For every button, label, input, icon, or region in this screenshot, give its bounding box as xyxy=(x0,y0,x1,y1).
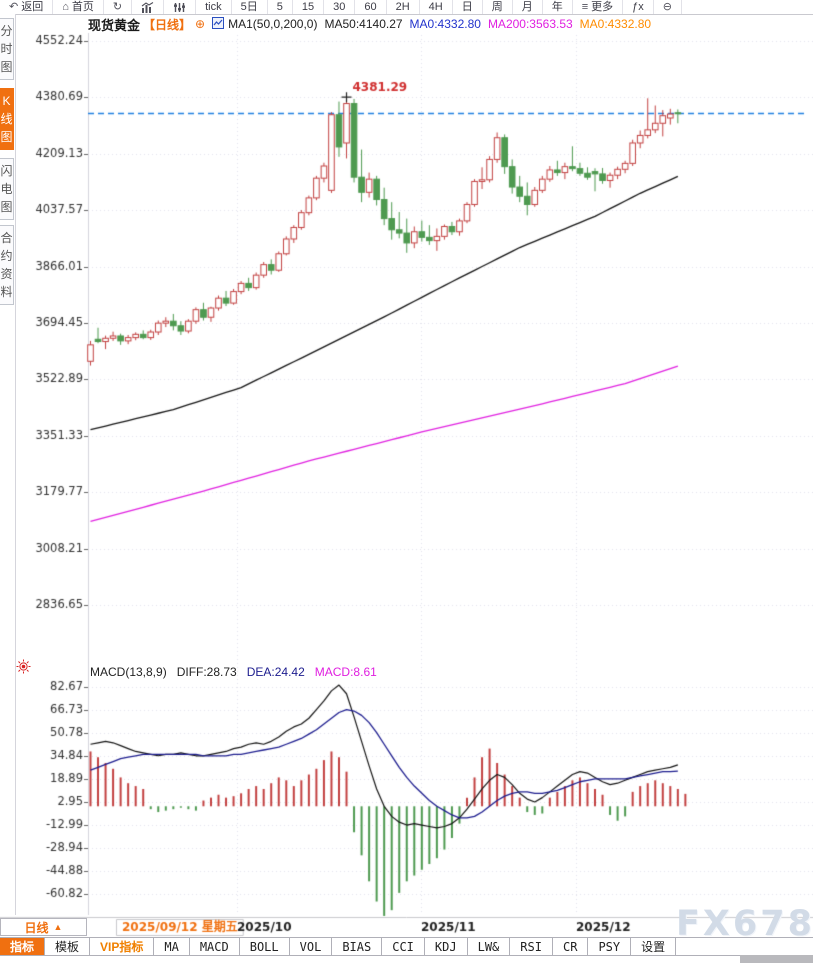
indicator-tab-kdj[interactable]: KDJ xyxy=(425,938,468,955)
chart-legend-row: 现货黄金 【日线】 ⊕ MA1(50,0,200,0) MA50:4140.27 M… xyxy=(88,16,652,33)
toolbar-label-month: 月 xyxy=(521,0,533,13)
more-icon: ≡ xyxy=(581,0,589,13)
indicator-tab-[interactable]: 模板 xyxy=(45,938,91,955)
indicator-tab-boll[interactable]: BOLL xyxy=(240,938,290,955)
horizontal-scrollbar-thumb[interactable] xyxy=(740,955,813,963)
ma200-value: MA200:3563.53 xyxy=(487,17,573,31)
toolbar-button-chart-type[interactable] xyxy=(132,0,165,14)
sidebar-tab-2[interactable]: K线图 xyxy=(0,88,14,150)
toolbar-label-30m: 30 xyxy=(333,0,346,13)
period-up-arrow-icon: ▲ xyxy=(53,922,63,932)
toolbar-label-home: 首页 xyxy=(71,0,94,13)
ma0-blue-value: MA0:4332.80 xyxy=(409,17,481,31)
toolbar-button-2h[interactable]: 2H xyxy=(387,0,420,14)
bar-chart-icon xyxy=(141,1,154,13)
indicator-tab-cr[interactable]: CR xyxy=(553,938,589,955)
toolbar-label-day: 日 xyxy=(461,0,473,13)
macd-legend-row: MACD(13,8,9) DIFF:28.73 DEA:24.42 MACD:8… xyxy=(90,665,377,679)
toolbar-label-week: 周 xyxy=(491,0,503,13)
indicator-tab-vip[interactable]: VIP指标 xyxy=(90,938,155,955)
sidebar-tab-3[interactable]: 闪电图 xyxy=(0,158,14,220)
toolbar-button-60m[interactable]: 60 xyxy=(355,0,387,14)
toolbar-button-month[interactable]: 月 xyxy=(513,0,543,14)
toolbar-button-week[interactable]: 周 xyxy=(483,0,513,14)
toolbar-button-refresh[interactable]: ↻ xyxy=(104,0,133,14)
toolbar-label-more: 更多 xyxy=(591,0,614,13)
period-label: 日线 xyxy=(24,920,49,935)
toolbar-label-5d: 5日 xyxy=(240,0,258,13)
indicator-toolbar: 指标 模板 VIP指标 MA MACD BOLL VOL BIAS CCI KDJ LW& RSI CR… xyxy=(0,937,813,956)
toolbar-button-15m[interactable]: 15 xyxy=(293,0,325,14)
toolbar-label-15m: 15 xyxy=(301,0,315,13)
ma-settings-label: MA1(50,0,200,0) xyxy=(228,17,318,31)
refresh-icon: ↻ xyxy=(112,0,123,13)
macd-formula: MACD(13,8,9) xyxy=(90,665,167,679)
indicator-tab-psy[interactable]: PSY xyxy=(588,938,632,955)
toolbar-button-day[interactable]: 日 xyxy=(453,0,483,14)
toolbar-button-30m[interactable]: 30 xyxy=(324,0,356,14)
back-icon: ↶ xyxy=(9,0,19,13)
toolbar-label-4h: 4H xyxy=(428,0,443,13)
indicator-tab-cci[interactable]: CCI xyxy=(382,938,425,955)
zoom-out-icon: ⊖ xyxy=(662,0,672,13)
ma-settings-icon[interactable] xyxy=(212,16,225,32)
toolbar-label-tick: tick xyxy=(205,0,222,13)
sliders-icon xyxy=(173,2,186,13)
period-tag: 【日线】 xyxy=(143,17,192,32)
toolbar-button-5d[interactable]: 5日 xyxy=(232,0,268,14)
toolbar-label-5m: 5 xyxy=(276,0,283,13)
ma50-value: MA50:4140.27 xyxy=(324,17,403,31)
indicator-settings-icon[interactable] xyxy=(16,659,31,679)
toolbar-label-year: 年 xyxy=(551,0,563,13)
toolbar-button-more[interactable]: ≡ 更多 xyxy=(573,0,624,14)
macd-macd-value: MACD:8.61 xyxy=(314,665,377,679)
add-overlay-icon[interactable]: ⊕ xyxy=(195,17,206,31)
macd-dea-value: DEA:24.42 xyxy=(246,665,305,679)
ma0-orange-value: MA0:4332.80 xyxy=(579,17,652,31)
toolbar-button-home[interactable]: ⌂ 首页 xyxy=(53,0,104,14)
toolbar-button-zoom-out[interactable]: ⊖ xyxy=(654,0,682,14)
toolbar-label-2h: 2H xyxy=(395,0,410,13)
toolbar-button-fx[interactable]: ƒx xyxy=(623,0,654,14)
toolbar-button-indicator-sliders[interactable] xyxy=(164,0,197,14)
toolbar-label-back: 返回 xyxy=(21,0,44,13)
sidebar-tab-1[interactable]: 分时图 xyxy=(0,18,14,80)
toolbar-button-4h[interactable]: 4H xyxy=(420,0,453,14)
indicator-tab-macd[interactable]: MACD xyxy=(190,938,240,955)
toolbar-button-back[interactable]: ↶ 返回 xyxy=(0,0,54,14)
symbol-name: 现货黄金 xyxy=(88,17,141,33)
indicator-tab-lw[interactable]: LW& xyxy=(468,938,511,955)
toolbar-label-fx: ƒx xyxy=(632,0,644,13)
indicator-tab-[interactable]: 设置 xyxy=(631,938,677,955)
sidebar-tab-4[interactable]: 合约资料 xyxy=(0,225,14,305)
indicator-tab-vol[interactable]: VOL xyxy=(290,938,333,955)
period-selector[interactable]: 日线 ▲ xyxy=(0,918,87,936)
toolbar-button-5m[interactable]: 5 xyxy=(268,0,293,14)
home-icon: ⌂ xyxy=(62,0,69,13)
toolbar-button-tick[interactable]: tick xyxy=(196,0,232,14)
chart-type-sidebar: 分时图 K线图闪电图合约资料 xyxy=(0,14,16,915)
indicator-tab-[interactable]: 指标 xyxy=(0,938,46,955)
indicator-tab-rsi[interactable]: RSI xyxy=(510,938,553,955)
toolbar-label-60m: 60 xyxy=(364,0,377,13)
macd-diff-value: DIFF:28.73 xyxy=(176,665,237,679)
indicator-tab-ma[interactable]: MA xyxy=(154,938,190,955)
indicator-tab-bias[interactable]: BIAS xyxy=(332,938,383,955)
toolbar-button-year[interactable]: 年 xyxy=(543,0,573,14)
top-toolbar: ↶ 返回 ⌂ 首页 ↻ tick 5日 5 15 30 60 2H 4H 日周月年 ≡ 更多 ƒx ⊖ xyxy=(0,0,813,15)
